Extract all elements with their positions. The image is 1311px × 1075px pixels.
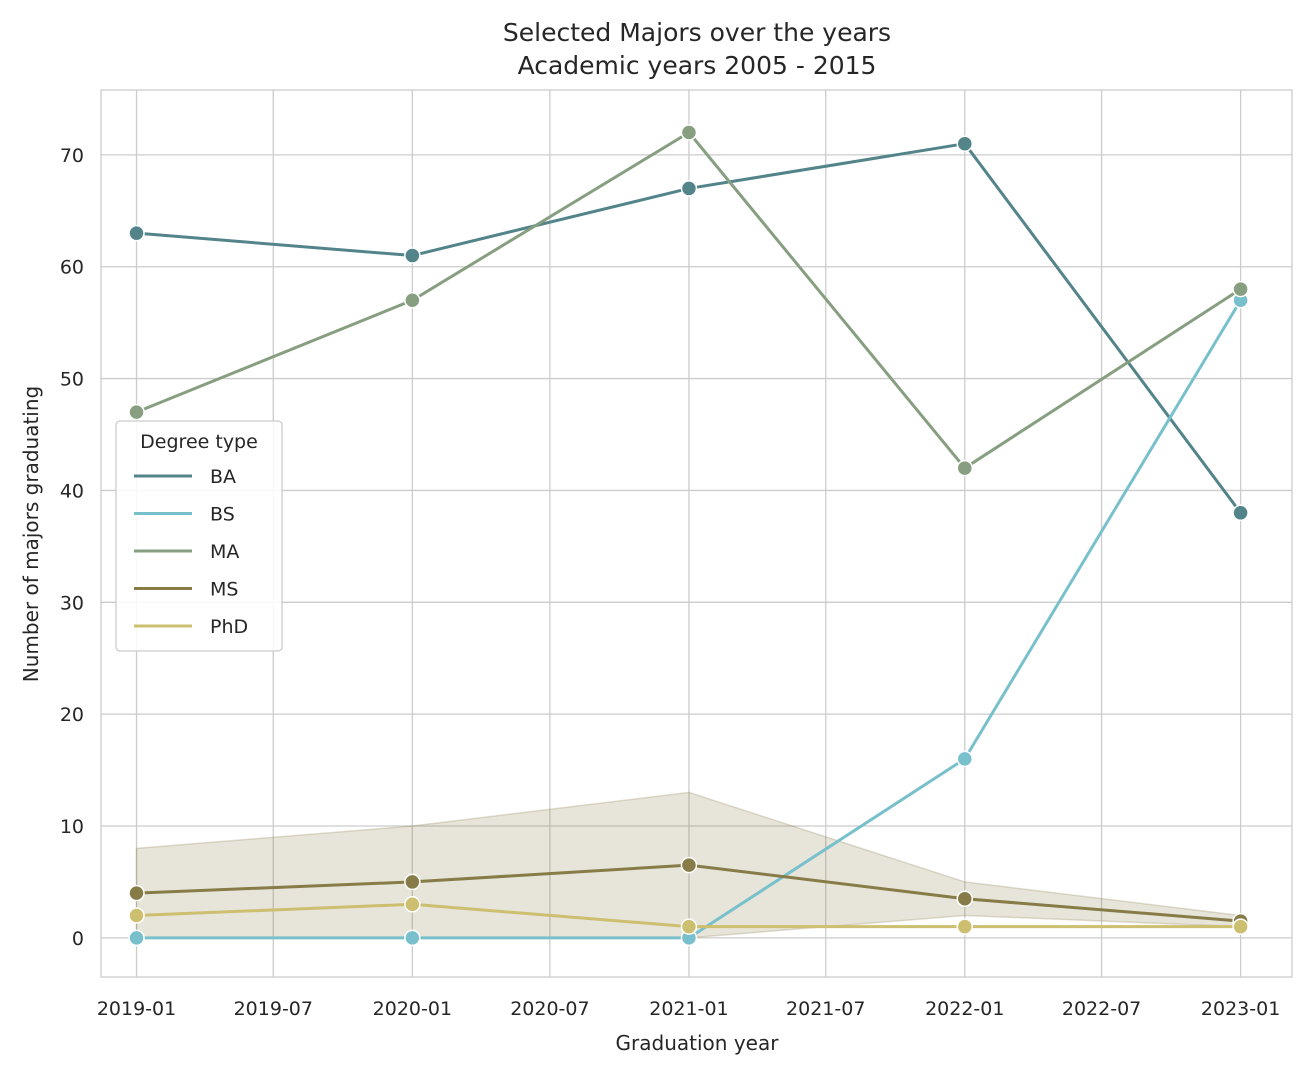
y-tick-label: 50: [60, 369, 84, 391]
data-point-ma: [956, 459, 974, 477]
y-axis-label: Number of majors graduating: [19, 386, 43, 682]
y-tick-label: 0: [72, 928, 84, 950]
y-axis-ticks: 0 10 20 30 40 50 60 70: [60, 145, 84, 950]
y-tick-label: 40: [60, 480, 84, 502]
legend-label-ms: MS: [210, 579, 238, 601]
legend-label-ba: BA: [210, 466, 236, 488]
data-point-phd: [680, 918, 698, 935]
x-tick-label: 2019-01: [97, 998, 176, 1020]
data-point-ms: [128, 884, 145, 902]
legend-label-phd: PhD: [210, 616, 248, 638]
chart-subtitle-line: Academic years 2005 - 2015: [518, 51, 877, 80]
legend-title: Degree type: [140, 431, 258, 453]
x-tick-label: 2020-07: [510, 998, 589, 1020]
data-point-ms: [956, 890, 974, 907]
data-point-bs: [956, 750, 974, 768]
x-tick-label: 2023-01: [1201, 998, 1280, 1020]
legend: Degree type BA BS MA MS PhD: [115, 420, 283, 652]
y-tick-label: 10: [60, 816, 84, 838]
x-tick-label: 2020-01: [373, 998, 452, 1020]
data-point-phd: [128, 907, 145, 924]
data-point-ma: [1232, 280, 1249, 298]
data-point-bs: [404, 929, 421, 947]
data-point-ba: [956, 135, 974, 152]
data-point-ma: [128, 403, 145, 421]
data-point-ma: [680, 124, 698, 141]
legend-frame: [115, 420, 283, 652]
x-tick-label: 2021-07: [786, 998, 865, 1020]
data-point-ba: [1232, 504, 1249, 522]
data-point-ba: [680, 180, 698, 197]
x-tick-label: 2021-01: [649, 998, 728, 1020]
grid: [101, 90, 1292, 977]
data-point-bs: [128, 929, 145, 947]
y-tick-label: 60: [60, 257, 84, 279]
data-point-ms: [680, 856, 698, 874]
x-tick-label: 2019-07: [234, 998, 313, 1020]
series-points: [128, 124, 1249, 947]
legend-label-ma: MA: [210, 541, 239, 563]
data-point-phd: [404, 896, 421, 913]
y-tick-label: 20: [60, 704, 84, 726]
y-tick-label: 30: [60, 592, 84, 614]
chart-title-line: Selected Majors over the years: [503, 18, 891, 47]
plot-frame: [100, 89, 1293, 978]
data-point-ba: [128, 224, 145, 242]
chart-title: Selected Majors over the years Academic …: [503, 18, 891, 80]
data-point-ms: [404, 873, 421, 891]
x-tick-label: 2022-07: [1062, 998, 1141, 1020]
data-point-ba: [404, 247, 421, 264]
legend-label-bs: BS: [210, 504, 235, 526]
x-axis-ticks: 2019-01 2019-07 2020-01 2020-07 2021-01 2021-…: [97, 998, 1280, 1020]
x-tick-label: 2022-01: [925, 998, 1004, 1020]
y-tick-label: 70: [60, 145, 84, 167]
data-point-phd: [1232, 918, 1249, 935]
data-point-phd: [956, 918, 974, 935]
x-axis-label: Graduation year: [616, 1031, 780, 1055]
data-point-ma: [404, 292, 421, 309]
